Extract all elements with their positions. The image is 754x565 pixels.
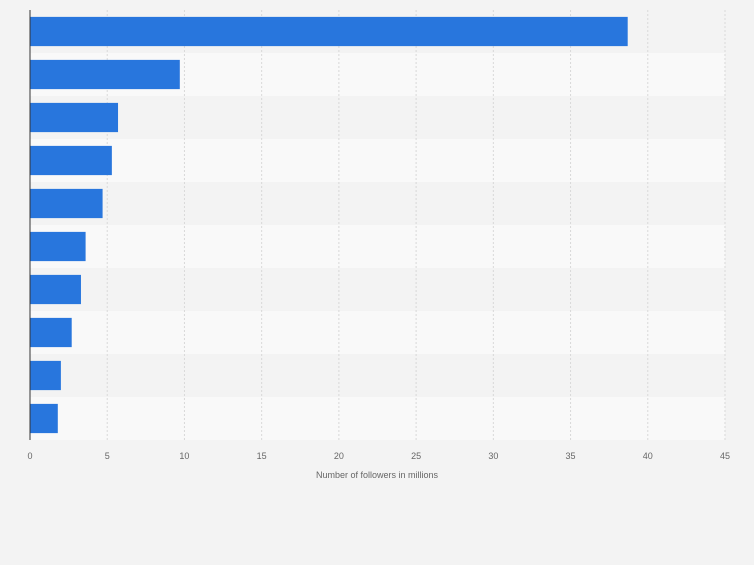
x-tick-label: 20 xyxy=(334,451,344,461)
x-axis-label: Number of followers in millions xyxy=(316,470,439,480)
row-band xyxy=(30,182,725,225)
x-tick-label: 45 xyxy=(720,451,730,461)
x-tick-label: 10 xyxy=(179,451,189,461)
x-tick-label: 15 xyxy=(257,451,267,461)
row-band xyxy=(30,225,725,268)
x-tick-label: 5 xyxy=(105,451,110,461)
x-tick-label: 0 xyxy=(27,451,32,461)
bar[interactable] xyxy=(30,317,72,348)
bar[interactable] xyxy=(30,360,61,391)
x-tick-labels: 0 5 10 15 20 25 30 35 40 45 xyxy=(27,451,730,461)
bar[interactable] xyxy=(30,16,628,47)
x-tick-label: 40 xyxy=(643,451,653,461)
x-tick-label: 35 xyxy=(566,451,576,461)
bar[interactable] xyxy=(30,231,86,262)
x-tick-label: 25 xyxy=(411,451,421,461)
bar[interactable] xyxy=(30,102,119,133)
row-band xyxy=(30,397,725,440)
row-band xyxy=(30,268,725,311)
row-band xyxy=(30,96,725,139)
row-band xyxy=(30,311,725,354)
bar[interactable] xyxy=(30,145,112,176)
row-bands xyxy=(30,10,725,440)
bar[interactable] xyxy=(30,403,58,434)
row-band xyxy=(30,354,725,397)
row-band xyxy=(30,139,725,182)
bar[interactable] xyxy=(30,188,103,219)
x-tick-label: 30 xyxy=(488,451,498,461)
bar[interactable] xyxy=(30,59,180,90)
bars xyxy=(30,16,628,434)
bar[interactable] xyxy=(30,274,81,305)
